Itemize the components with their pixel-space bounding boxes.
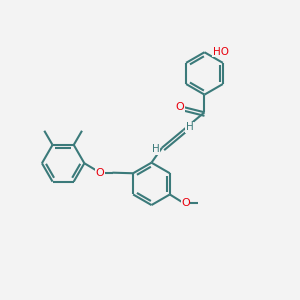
Text: H: H: [152, 144, 160, 154]
Text: O: O: [176, 102, 184, 112]
Text: O: O: [181, 198, 190, 208]
Text: H: H: [186, 122, 194, 132]
Text: O: O: [96, 168, 104, 178]
Text: HO: HO: [213, 47, 229, 57]
